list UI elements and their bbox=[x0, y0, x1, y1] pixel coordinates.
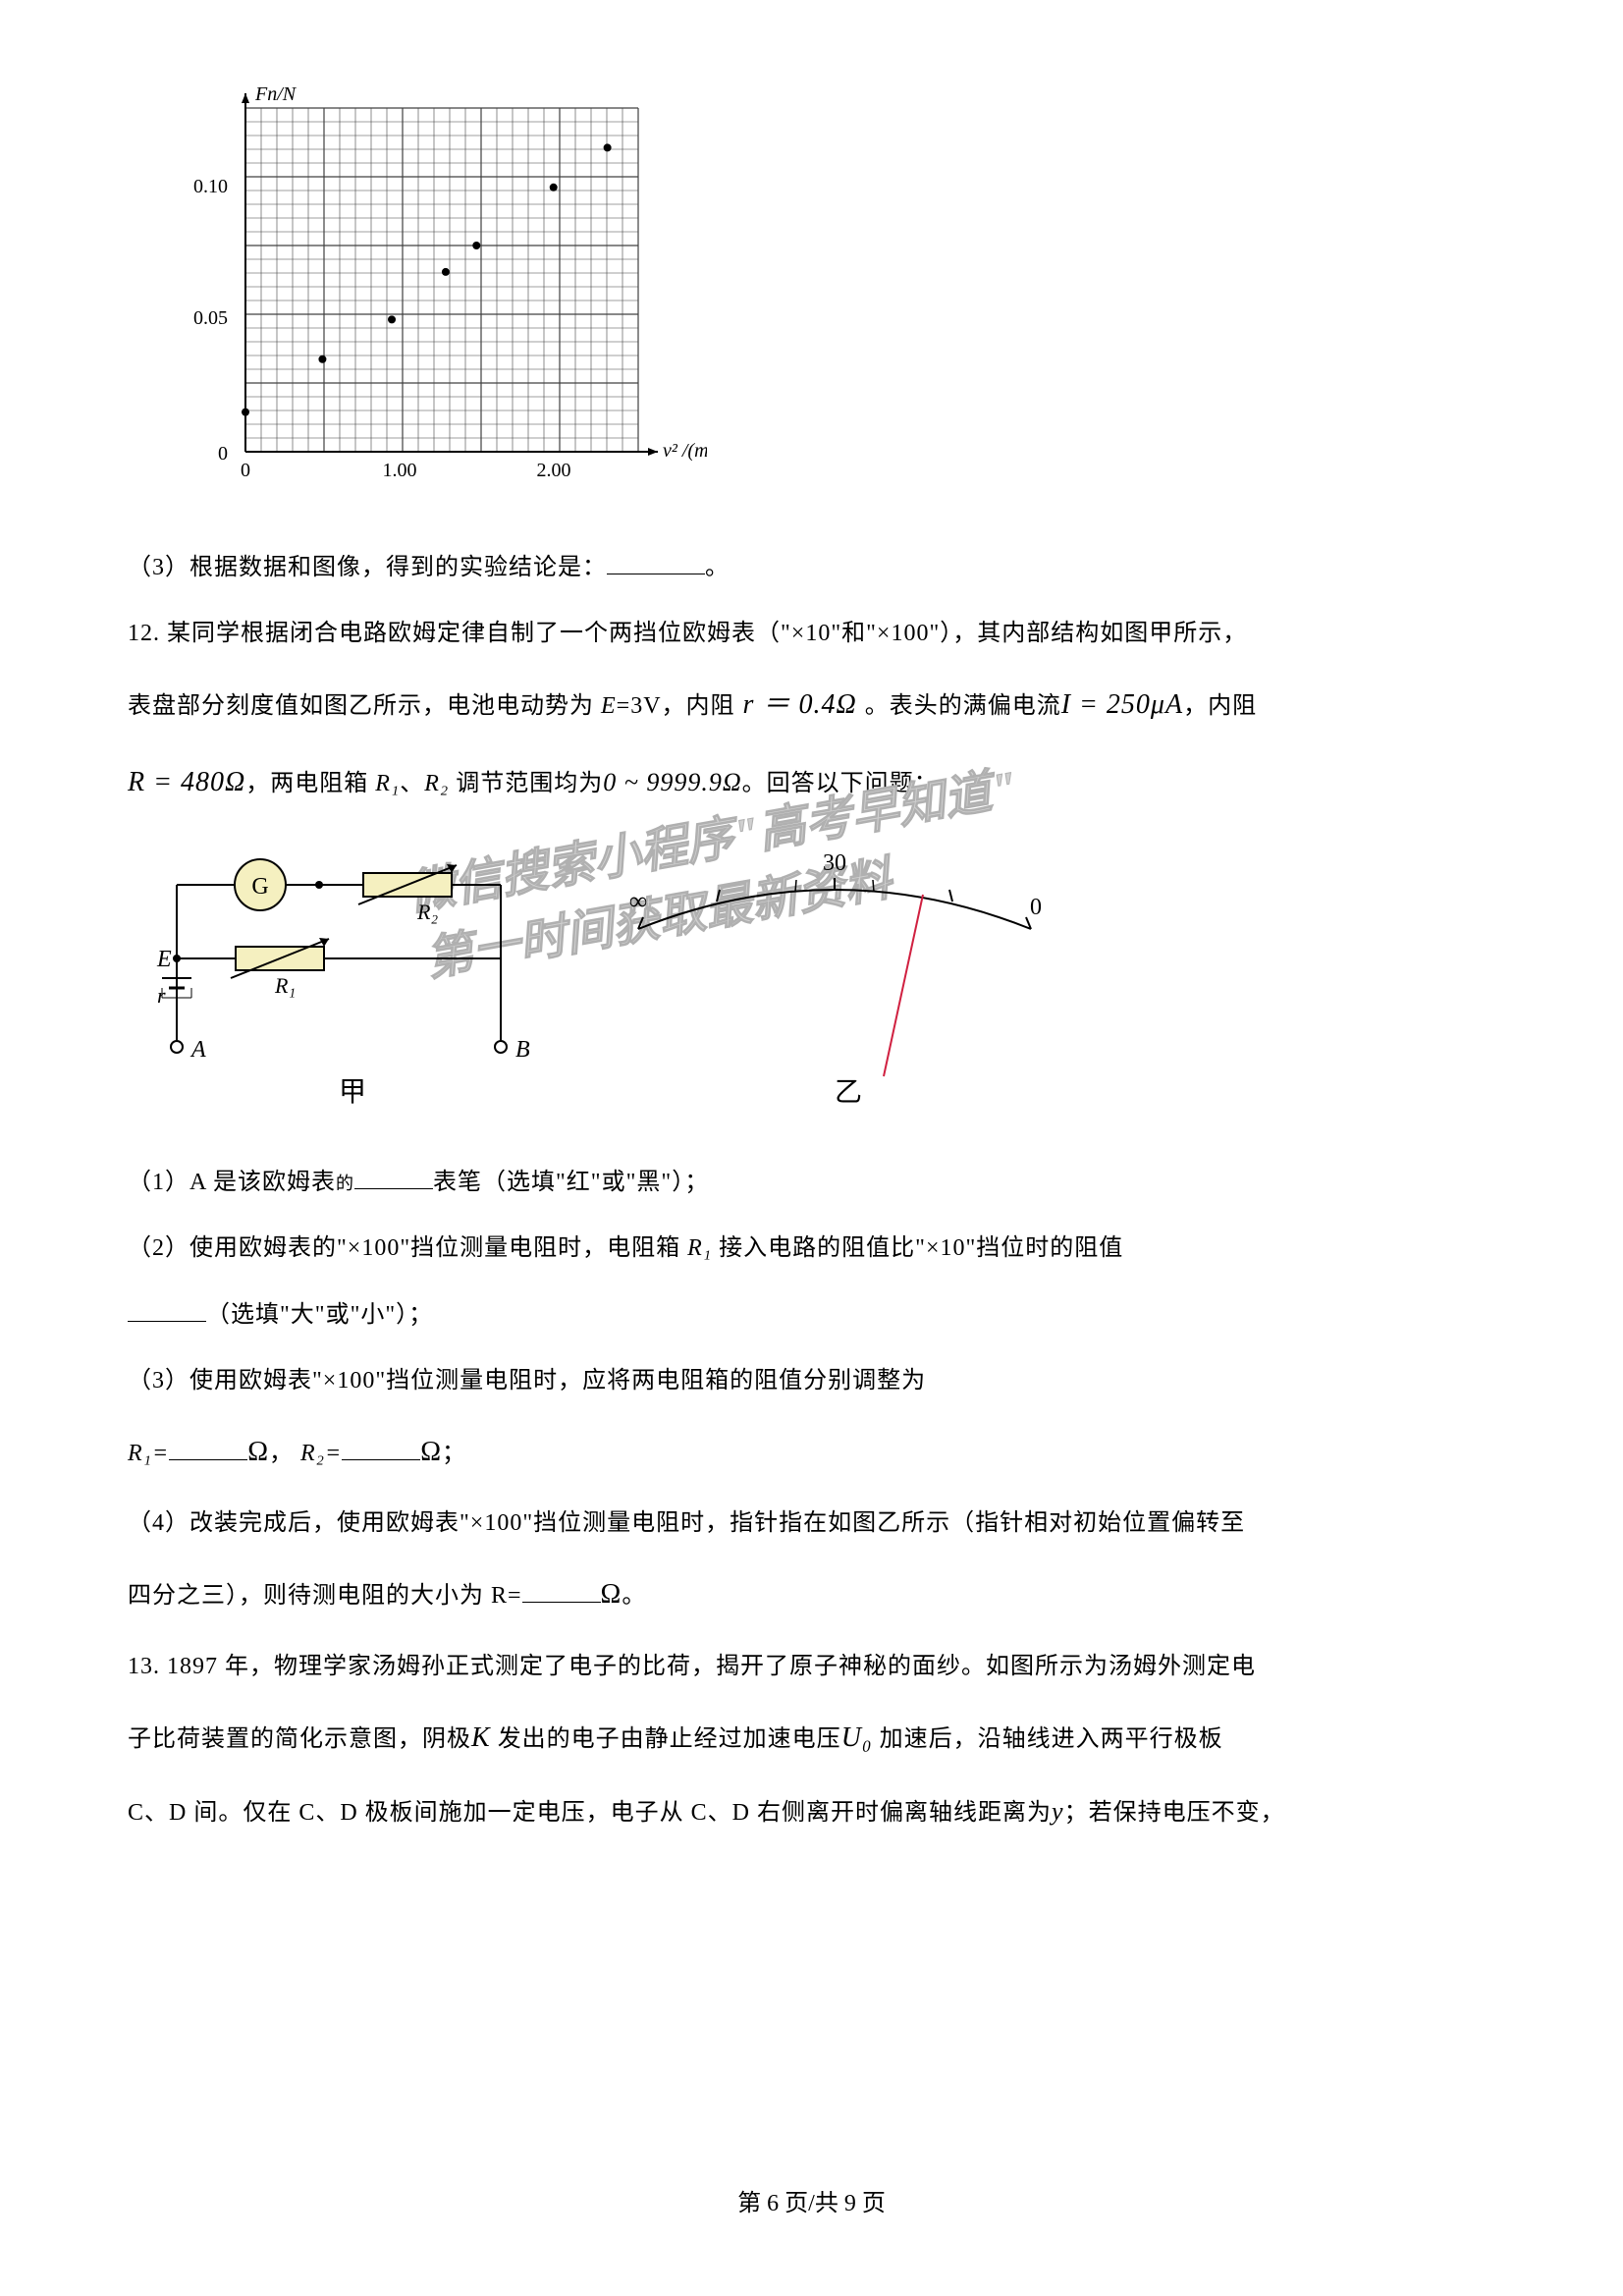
scatter-chart: Fn/N v² /(m²·s⁻²) 0 0.05 0.10 0 1.00 2.0… bbox=[157, 79, 1495, 506]
q13l2a: 子比荷装置的简化示意图，阴极 bbox=[128, 1726, 471, 1752]
q12s3-blank2 bbox=[342, 1441, 420, 1460]
y-tick-0: 0 bbox=[218, 443, 228, 465]
q12s3b: R₁= bbox=[128, 1441, 169, 1466]
q13l2e: 加速后，沿轴线进入两平行极板 bbox=[873, 1726, 1223, 1752]
q12s3e: R₂= bbox=[300, 1441, 342, 1466]
q12-sub3b: R₁=Ω， R₂=Ω； bbox=[128, 1414, 1495, 1491]
q12s4c: Ω bbox=[601, 1579, 622, 1610]
q12s3d: ， bbox=[269, 1441, 294, 1466]
q12s3g: ； bbox=[442, 1441, 466, 1466]
terminal-a-label: A bbox=[189, 1037, 206, 1063]
q12-l2d: r ＝ 0.4Ω bbox=[735, 689, 865, 720]
circuit-diagram: 微信搜索小程序"高考早知道" 第一时间获取最新资料 G R₂ R₁ E r bbox=[128, 841, 1495, 1130]
q12s1-blank bbox=[354, 1170, 433, 1189]
r1-label: R₁ bbox=[274, 973, 296, 998]
q12-l3e: R₂ bbox=[424, 771, 449, 796]
q12-line3: R = 480Ω，两电阻箱 R₁、R₂ 调节范围均为0 ~ 9999.9Ω。回答… bbox=[128, 744, 1495, 821]
q12s2d: （选填"大"或"小"）； bbox=[206, 1302, 433, 1328]
q3-blank bbox=[607, 555, 705, 574]
q13l3a: C、D 间。仅在 C、D 极板间施加一定电压，电子从 C、D 右侧离开时偏离轴线… bbox=[128, 1800, 1052, 1826]
q12-l2g: ，内阻 bbox=[1183, 693, 1257, 719]
q12-l3h: 。回答以下问题： bbox=[742, 771, 939, 796]
dial-inf: ∞ bbox=[629, 887, 648, 915]
q12-l3c: R₁ bbox=[375, 771, 400, 796]
q12-sub2: （2）使用欧姆表的"×100"挡位测量电阻时，电阻箱 R₁ 接入电路的阻值比"×… bbox=[128, 1216, 1495, 1282]
q12-l3d: 、 bbox=[400, 771, 424, 796]
terminal-b-label: B bbox=[515, 1037, 530, 1063]
q12s3c: Ω bbox=[247, 1437, 269, 1467]
q12s2-blank bbox=[128, 1302, 206, 1322]
emf-label: E bbox=[156, 947, 172, 972]
q13l2b: K bbox=[471, 1722, 491, 1753]
chart-svg: Fn/N v² /(m²·s⁻²) 0 0.05 0.10 0 1.00 2.0… bbox=[157, 79, 707, 501]
question-3: （3）根据数据和图像，得到的实验结论是： 。 bbox=[128, 535, 1495, 601]
label-jia: 甲 bbox=[339, 1077, 366, 1108]
q12-sub3: （3）使用欧姆表"×100"挡位测量电阻时，应将两电阻箱的阻值分别调整为 bbox=[128, 1348, 1495, 1414]
x-axis-label: v² /(m²·s⁻²) bbox=[663, 440, 707, 462]
y-axis-label: Fn/N bbox=[254, 83, 298, 105]
q12s4-blank bbox=[522, 1583, 601, 1603]
q12-l3b: ，两电阻箱 bbox=[245, 771, 375, 796]
dial-30: 30 bbox=[823, 850, 846, 876]
circuit-svg: G R₂ R₁ E r A B 甲 bbox=[128, 841, 1208, 1125]
q12s1b: 的 bbox=[336, 1174, 354, 1193]
q12s1c: 表笔（选填"红"或"黑"）； bbox=[433, 1170, 709, 1195]
y-tick-1: 0.05 bbox=[193, 307, 228, 329]
q3-suffix: 。 bbox=[705, 555, 730, 580]
q12s4b: 四分之三），则待测电阻的大小为 R= bbox=[128, 1583, 522, 1609]
y-tick-2: 0.10 bbox=[193, 176, 228, 197]
q13-line3: C、D 间。仅在 C、D 极板间施加一定电压，电子从 C、D 右侧离开时偏离轴线… bbox=[128, 1777, 1495, 1848]
q13l2d: U₀ bbox=[841, 1722, 873, 1753]
q13-line2: 子比荷装置的简化示意图，阴极K 发出的电子由静止经过加速电压U₀ 加速后，沿轴线… bbox=[128, 1700, 1495, 1777]
q12-intro: 12. 某同学根据闭合电路欧姆定律自制了一个两挡位欧姆表（"×10"和"×100… bbox=[128, 601, 1495, 667]
q12-l2c: =3V，内阻 bbox=[617, 693, 735, 719]
q12-sub1: （1）A 是该欧姆表的 表笔（选填"红"或"黑"）； bbox=[128, 1150, 1495, 1216]
q12s2a: （2）使用欧姆表的"×100"挡位测量电阻时，电阻箱 bbox=[128, 1235, 687, 1261]
q12s3-blank1 bbox=[169, 1441, 247, 1460]
q12-l3f: 调节范围均为 bbox=[449, 771, 603, 796]
r2-label: R₂ bbox=[416, 900, 438, 924]
q12-l2b: E bbox=[601, 693, 617, 719]
q12-line2: 表盘部分刻度值如图乙所示，电池电动势为 E=3V，内阻 r ＝ 0.4Ω 。表头… bbox=[128, 667, 1495, 743]
q13l3c: ；若保持电压不变， bbox=[1064, 1800, 1285, 1826]
q12-l2a: 表盘部分刻度值如图乙所示，电池电动势为 bbox=[128, 693, 601, 719]
q12-sub4b: 四分之三），则待测电阻的大小为 R= Ω。 bbox=[128, 1557, 1495, 1633]
q12s2b: R₁ bbox=[687, 1235, 712, 1261]
q12-l2f: I = 250μA bbox=[1061, 689, 1183, 720]
q12-l2e: 。表头的满偏电流 bbox=[865, 693, 1061, 719]
x-tick-2: 2.00 bbox=[537, 460, 571, 481]
q12-l3a: R = 480Ω bbox=[128, 767, 245, 797]
q13-line1: 13. 1897 年，物理学家汤姆孙正式测定了电子的比荷，揭开了原子神秘的面纱。… bbox=[128, 1634, 1495, 1700]
galvanometer-label: G bbox=[251, 874, 268, 900]
q12s3f: Ω bbox=[420, 1437, 442, 1467]
x-tick-1: 1.00 bbox=[383, 460, 417, 481]
label-yi: 乙 bbox=[835, 1077, 862, 1108]
page-footer: 第 6 页/共 9 页 bbox=[0, 2183, 1623, 2217]
q12-l3g: 0 ~ 9999.9Ω bbox=[603, 768, 741, 796]
q12s1a: （1）A 是该欧姆表 bbox=[128, 1170, 336, 1195]
q12s2c: 接入电路的阻值比"×10"挡位时的阻值 bbox=[712, 1235, 1123, 1261]
x-tick-0: 0 bbox=[241, 460, 250, 481]
q13l2c: 发出的电子由静止经过加速电压 bbox=[491, 1726, 841, 1752]
q12-sub4a: （4）改装完成后，使用欧姆表"×100"挡位测量电阻时，指针指在如图乙所示（指针… bbox=[128, 1491, 1495, 1557]
q12-sub2b: （选填"大"或"小"）； bbox=[128, 1283, 1495, 1348]
q13l3b: y bbox=[1052, 1797, 1064, 1826]
q3-prefix: （3）根据数据和图像，得到的实验结论是： bbox=[128, 555, 607, 580]
q12s4d: 。 bbox=[622, 1583, 646, 1609]
dial-0: 0 bbox=[1030, 895, 1042, 920]
